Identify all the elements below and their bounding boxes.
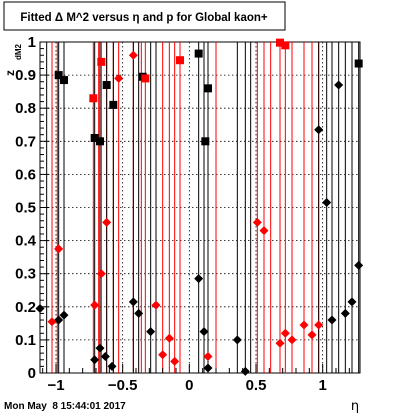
y-tick-label-2: 0.2: [15, 299, 36, 316]
red-diamond-point-2: [90, 300, 100, 310]
x-tick-label-4: 1: [318, 377, 326, 394]
black-square-point-9: [204, 84, 212, 93]
red-diamond-point-12: [252, 217, 262, 227]
red-square-point-4: [276, 38, 284, 47]
red-square-point-1: [97, 57, 106, 66]
red-diamond-point-18: [307, 330, 317, 340]
red-diamond-point-14: [275, 338, 285, 348]
red-diamond-point-1: [54, 244, 64, 254]
red-square-point-0: [89, 94, 98, 103]
red-square-point-3: [176, 56, 184, 65]
red-diamond-point-6: [128, 50, 138, 60]
black-square-point-4: [102, 81, 111, 90]
red-diamond-point-9: [164, 333, 174, 343]
x-tick-label-2: 0: [185, 377, 193, 394]
y-tick-label-1: 0.1: [15, 332, 36, 349]
x-tick-label-3: 0.5: [246, 377, 267, 394]
black-square-point-2: [90, 133, 99, 142]
black-diamond-point-12: [203, 363, 213, 373]
y-tick-label-7: 0.7: [15, 133, 36, 150]
black-diamond-point-20: [347, 297, 357, 307]
y-tick-label-0: 0: [28, 365, 36, 382]
y-tick-label-3: 0.3: [15, 266, 36, 283]
black-diamond-point-11: [199, 327, 209, 337]
x-tick-label-0: −1: [47, 377, 64, 394]
y-tick-label-10: 1: [28, 34, 36, 51]
red-diamond-point-15: [280, 328, 290, 338]
black-square-point-5: [109, 100, 118, 109]
y-axis-label: z: [3, 70, 17, 76]
y-tick-label-4: 0.4: [15, 233, 37, 250]
title-box: Fitted Δ M^2 versus η and p for Global k…: [3, 1, 286, 31]
axes: −1 −0.5 0 0.5 1 0 0.1 0.2 0.3 0.4 0.5 0.6 0.7 0.8 0.9 1: [15, 34, 350, 394]
red-diamond-point-16: [287, 335, 297, 345]
black-diamond-point-5: [100, 351, 110, 361]
x-tick-label-1: −0.5: [108, 377, 138, 394]
red-diamond-point-19: [314, 320, 324, 330]
red-diamond-point-11: [203, 351, 213, 361]
black-diamond-point-1: [54, 315, 64, 325]
black-diamond-point-17: [327, 315, 337, 325]
black-square-point-7: [194, 49, 203, 58]
black-diamond-point-4: [95, 343, 105, 353]
black-square-point-8: [201, 137, 210, 146]
black-diamond-point-21: [354, 260, 364, 270]
red-diamond-point-5: [114, 73, 124, 83]
y-tick-label-9: 0.9: [15, 67, 36, 84]
y-tick-label-5: 0.5: [15, 200, 36, 217]
black-diamond-point-13: [232, 335, 242, 345]
black-diamond-point-15: [314, 125, 324, 135]
black-diamond-point-8: [134, 308, 144, 318]
black-square-point-1: [60, 76, 68, 85]
red-diamond-point-17: [299, 320, 309, 330]
red-diamond-point-10: [170, 356, 180, 366]
red-diamond-point-8: [158, 350, 168, 360]
black-diamond-point-19: [340, 308, 350, 318]
black-diamond-point-0: [35, 303, 45, 313]
y-axis-label-subscript: dM2: [14, 43, 23, 60]
black-diamond-point-7: [128, 297, 138, 307]
y-tick-label-6: 0.6: [15, 166, 36, 183]
black-diamond-point-3: [90, 355, 100, 365]
black-square-point-10: [354, 59, 363, 68]
x-axis-label: η: [351, 399, 359, 414]
black-diamond-point-10: [194, 274, 204, 284]
red-diamond-point-0: [47, 317, 57, 327]
red-diamond-point-4: [102, 217, 112, 227]
y-tick-label-8: 0.8: [15, 100, 36, 117]
red-diamond-point-13: [259, 226, 269, 236]
black-diamond-point-9: [146, 327, 156, 337]
markers: [35, 38, 364, 376]
black-diamond-point-2: [59, 310, 69, 320]
red-diamond-point-3: [96, 269, 106, 279]
black-diamond-point-16: [322, 198, 332, 208]
red-diamond-point-7: [151, 300, 161, 310]
chart-title: Fitted Δ M^2 versus η and p for Global k…: [20, 12, 268, 24]
black-square-point-3: [96, 137, 104, 146]
black-diamond-point-18: [334, 80, 344, 90]
footer-timestamp: Mon May 8 15:44:01 2017: [4, 401, 126, 412]
red-square-point-5: [281, 41, 290, 50]
black-square-point-0: [54, 71, 63, 80]
red-square-point-2: [141, 74, 150, 83]
